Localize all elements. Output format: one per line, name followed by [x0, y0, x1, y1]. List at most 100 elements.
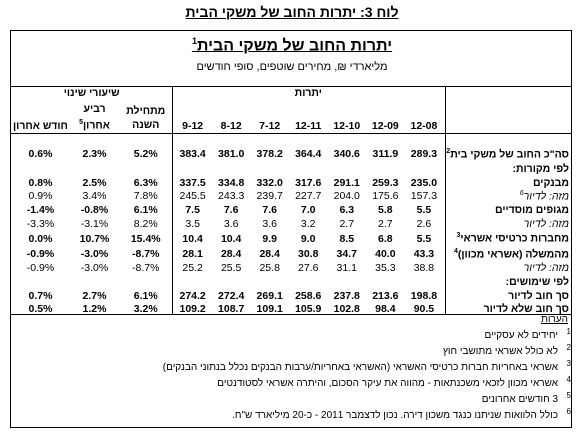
row-label: מזה: לדיור	[443, 262, 572, 276]
notes-header: הערות	[540, 314, 568, 325]
value-cell	[212, 162, 251, 176]
value-cell: 108.7	[218, 303, 245, 316]
header-bottom-rule	[10, 133, 572, 134]
value-cell	[250, 275, 289, 289]
row-label: מהמשלה (אשראי מכוון)4	[443, 247, 572, 262]
table-row: 0.6% 2.3% 5.2% 383.4 381.0 378.2 364.4 340.6 311…	[10, 146, 572, 162]
value-cell: 311.9	[372, 148, 399, 160]
value-cell: 259.3	[372, 176, 399, 189]
note-number: 6	[566, 407, 571, 416]
value-cell: 204.0	[333, 190, 360, 203]
change-rates-group-header: שיעורי שינוי	[63, 87, 120, 99]
value-cell: 8.5	[339, 232, 355, 245]
value-cell: 6.3	[339, 204, 355, 216]
notes-section: הערות 1 יחידים לא עסקיים 2 לא כולל אשראי מת…	[16, 314, 571, 424]
row-label-text: סך חוב שלא לדיור	[483, 303, 569, 316]
value-cell: 7.6	[223, 204, 239, 216]
value-cell: 243.3	[218, 190, 245, 203]
row-label: לפי מקורות:	[443, 162, 572, 176]
row-label-text: מזה: לדיור	[523, 262, 569, 275]
col-last-quarter: רביע אחרון5	[79, 102, 110, 132]
note-item: 6 כולל הלוואות שניתנו כנגד משכון דירה. נכ…	[16, 407, 571, 424]
value-cell: 2.6	[416, 217, 432, 230]
column-header-row: חודש אחרון רביע אחרון5 מתחילת השנה 9-12 8-…	[10, 100, 572, 135]
value-cell: 25.2	[182, 262, 203, 275]
row-label: סך חוב שלא לדיור	[443, 303, 572, 317]
table-row: -0.9% -3.0% -8.7% 28.1 28.4 28.4 30.8 34.7 40.0 4…	[10, 247, 572, 262]
notes-list: 1 יחידים לא עסקיים 2 לא כולל אשראי מתושבי ח…	[16, 327, 571, 424]
row-label: סה"כ החוב של משקי בית2	[443, 146, 572, 162]
notes-top-rule	[10, 314, 572, 315]
value-cell: 31.1	[336, 262, 357, 275]
value-cell: 28.4	[259, 248, 280, 260]
value-cell: 105.9	[295, 303, 322, 316]
corner-cell	[443, 86, 572, 100]
rate-cell: 0.6%	[28, 148, 53, 160]
col-period: 9-12	[182, 120, 204, 132]
rate-cell: 0.9%	[28, 190, 53, 203]
group-header-row: שיעורי שינוי יתרות	[10, 86, 572, 100]
note-number: 2	[566, 343, 571, 352]
value-cell: 3.2	[300, 217, 316, 230]
value-cell: 157.3	[410, 190, 438, 203]
table-row: -3.3% -3.1% 8.2% 3.5 3.6 3.6 3.2 2.7 2.7 2.6 מזה: …	[10, 217, 572, 231]
note-item: 5 3 חודשים אחרונים	[16, 391, 571, 408]
rate-cell: 2.7%	[82, 289, 107, 302]
value-cell	[405, 162, 444, 176]
note-text: 3 חודשים אחרונים	[481, 394, 558, 405]
col-period: 12-09	[371, 120, 399, 132]
row-label: מזה: לדיור6	[443, 190, 572, 204]
row-footnote: 2	[446, 147, 451, 155]
value-cell: 3.6	[262, 217, 277, 230]
note-text: אשראי מכוון לזכאי משכנתאות - מהווה את עי…	[217, 378, 558, 389]
value-cell: 9.9	[262, 232, 277, 245]
row-label-text: מבנקים	[532, 176, 569, 189]
col-period: 12-11	[295, 120, 322, 132]
table-row: 0.9% 3.4% 7.8% 245.5 243.3 239.7 227.7 204.0 175…	[10, 190, 572, 204]
rate-cell	[118, 162, 173, 176]
note-item: 4 אשראי מכוון לזכאי משכנתאות - מהווה את ע…	[16, 375, 571, 392]
value-cell: 340.6	[333, 148, 360, 160]
rate-cell: 1.2%	[82, 303, 107, 316]
value-cell: 98.4	[375, 303, 396, 316]
rate-cell: -0.8%	[80, 204, 109, 216]
value-cell: 6.8	[378, 232, 393, 245]
rate-cell: 6.1%	[133, 289, 158, 302]
data-table: שיעורי שינוי יתרות חודש אחרון רביע אחרון5…	[10, 86, 572, 316]
row-label-text: סך חוב לדיור	[508, 289, 569, 302]
value-cell	[289, 162, 328, 176]
value-cell: 239.7	[256, 190, 283, 203]
value-cell: 334.8	[218, 176, 245, 189]
balances-group-header: יתרות	[294, 87, 322, 99]
note-number: 1	[566, 327, 571, 336]
note-number: 5	[566, 391, 571, 400]
value-cell: 25.8	[259, 262, 280, 275]
value-cell	[212, 275, 251, 289]
rate-cell: 10.7%	[79, 232, 110, 245]
value-cell	[327, 275, 366, 289]
row-footnote: 4	[453, 247, 458, 255]
table-frame	[10, 30, 572, 428]
row-label: לפי שימושים:	[443, 275, 572, 289]
note-text: כולל הלוואות שניתנו כנגד משכון דירה. נכו…	[232, 410, 558, 421]
note-text: אשראי באחריות חברות כרטיסי האשראי (האשרא…	[162, 362, 558, 373]
rate-cell: 3.4%	[82, 190, 107, 203]
value-cell: 109.2	[179, 303, 206, 316]
rate-cell: 0.8%	[28, 176, 53, 189]
rate-cell: -3.1%	[80, 217, 109, 230]
value-cell: 198.8	[410, 289, 438, 302]
row-label: מזה: לדיור	[443, 217, 572, 231]
table-row: 0.8% 2.5% 6.3% 337.5 334.8 332.0 317.6 291.1 259…	[10, 176, 572, 190]
value-cell: 383.4	[179, 148, 206, 160]
value-cell: 269.1	[256, 289, 283, 302]
title-footnote: 1	[191, 36, 197, 46]
value-cell: 3.5	[185, 217, 200, 230]
row-label-text: סה"כ החוב של משקי בית	[450, 148, 569, 161]
value-cell: 27.6	[298, 262, 319, 275]
rate-cell: 6.1%	[133, 204, 158, 216]
col-last-month: חודש אחרון	[13, 120, 68, 132]
rate-cell	[71, 275, 118, 289]
value-cell: 337.5	[179, 176, 206, 189]
value-cell: 258.6	[295, 289, 322, 302]
table-row: 0.5% 1.2% 3.2% 109.2 108.7 109.1 105.9 102.8 98.…	[10, 303, 572, 317]
